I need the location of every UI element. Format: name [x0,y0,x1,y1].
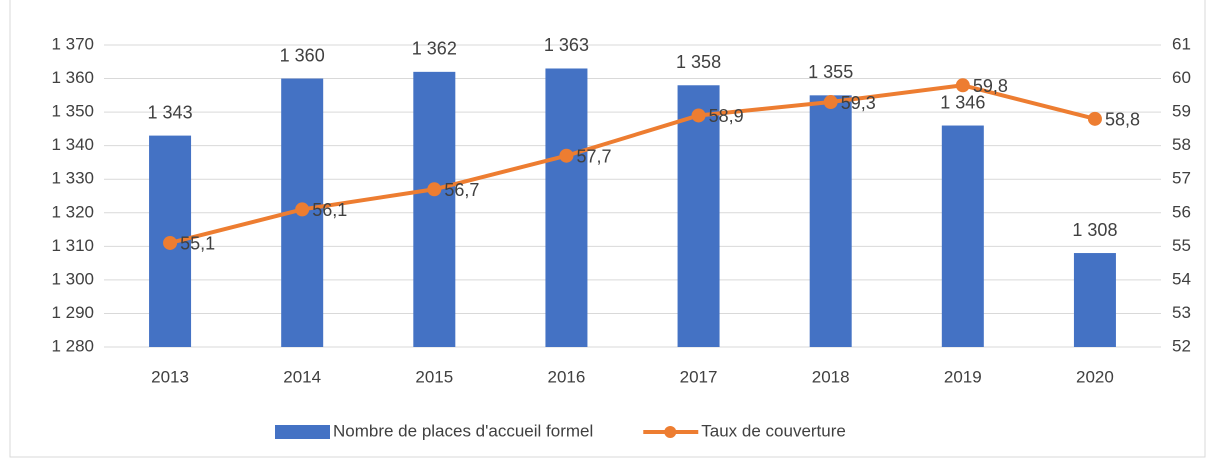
line [169,83,1096,245]
y-tick-label: 1 280 [51,336,94,355]
x-tick-label: 2017 [680,367,718,386]
y-tick-label: 1 350 [51,102,94,121]
data-label: 1 362 [412,39,457,59]
line-marker [163,235,178,250]
data-label: 59,8 [973,76,1008,96]
data-label: 58,9 [709,106,744,126]
y2-tick-label: 61 [1172,34,1191,53]
legend-swatch [275,425,330,439]
bar [677,85,720,348]
bar [1073,253,1116,347]
y2-tick-label: 59 [1172,102,1191,121]
line-marker [295,202,310,217]
line-marker [955,78,970,93]
data-label: 1 358 [676,52,721,72]
y-tick-label: 1 360 [51,68,94,87]
data-label: 59,3 [841,93,876,113]
y2-tick-label: 56 [1172,202,1191,221]
chart-frame [9,0,1206,458]
y2-tick-label: 58 [1172,135,1191,154]
data-label: 56,1 [312,200,347,220]
x-tick-label: 2020 [1076,367,1114,386]
y2-tick-label: 53 [1172,303,1191,322]
data-label: 1 308 [1072,220,1117,240]
y2-tick-label: 60 [1172,68,1191,87]
y-tick-label: 1 340 [51,135,94,154]
line-marker [559,148,574,163]
data-label: 1 363 [544,35,589,55]
y2-tick-label: 52 [1172,336,1191,355]
legend-marker [664,426,677,438]
bar [413,71,456,347]
x-tick-label: 2019 [944,367,982,386]
x-tick-label: 2014 [283,367,321,386]
data-label: 1 355 [808,62,853,82]
data-label: 57,7 [576,146,611,166]
line-marker [691,108,706,123]
y-tick-label: 1 370 [51,34,94,53]
legend-label: Taux de couverture [701,421,846,440]
y-tick-label: 1 290 [51,303,94,322]
y-tick-label: 1 320 [51,202,94,221]
line-marker [427,182,442,197]
line-marker [1087,111,1102,126]
y-tick-label: 1 300 [51,269,94,288]
x-tick-label: 2018 [812,367,850,386]
x-tick-label: 2013 [151,367,189,386]
data-label: 1 360 [280,45,325,65]
x-tick-label: 2015 [415,367,453,386]
y-tick-label: 1 310 [51,236,94,255]
bar [545,68,588,347]
legend-label: Nombre de places d'accueil formel [333,421,593,440]
y2-tick-label: 55 [1172,236,1191,255]
x-tick-label: 2016 [548,367,586,386]
data-label: 56,7 [444,180,479,200]
line-marker [823,95,838,110]
y2-tick-label: 54 [1172,269,1191,288]
data-label: 58,8 [1105,110,1140,130]
bar [809,95,852,347]
y-tick-label: 1 330 [51,169,94,188]
y2-tick-label: 57 [1172,169,1191,188]
data-label: 1 343 [148,102,193,122]
data-label: 55,1 [180,234,215,254]
bar [941,125,984,348]
data-label: 1 346 [940,92,985,112]
